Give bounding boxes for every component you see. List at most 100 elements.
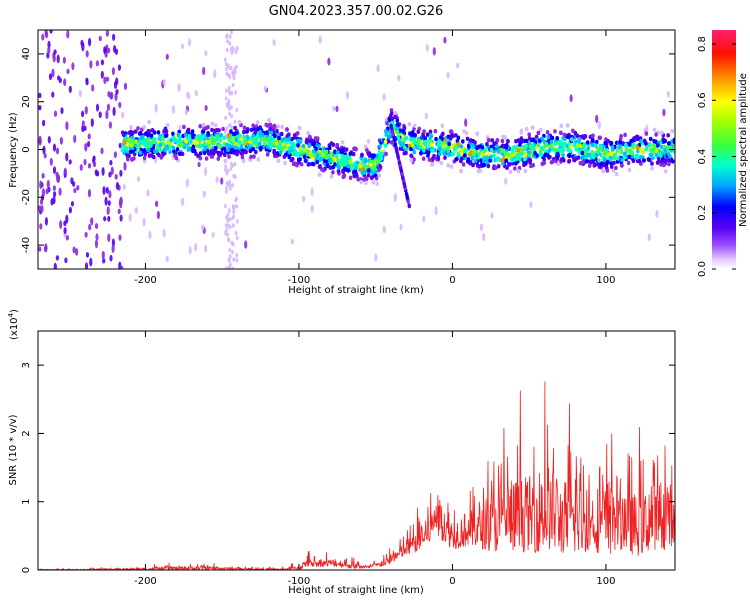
snr-multiplier-close: ) — [9, 309, 20, 313]
spectrogram-cell — [230, 161, 233, 166]
spectrogram-cell — [395, 129, 400, 135]
spectrogram-cell — [191, 134, 195, 140]
spectrogram-cell — [178, 151, 182, 156]
spectrogram-cell — [52, 54, 56, 63]
spectrogram-cell — [396, 134, 400, 139]
spectrogram-cell — [572, 157, 577, 163]
spectrogram-cell — [331, 170, 335, 175]
spectrogram-cell — [265, 130, 269, 135]
spectrogram-cell — [321, 168, 326, 173]
spectrogram-cell — [536, 130, 541, 136]
spectrogram-cell — [239, 145, 243, 150]
spectrogram-cell — [529, 163, 533, 169]
spectrogram-cell — [400, 171, 404, 176]
spectrogram-cell — [553, 148, 558, 153]
spectrogram-cell — [122, 144, 126, 150]
spectrogram-cell — [627, 154, 632, 160]
spectrogram-cell — [430, 148, 435, 153]
spectrogram-cell — [500, 143, 505, 149]
spectrogram-cell — [303, 147, 307, 153]
spectrogram-cell — [269, 144, 273, 149]
snr-ticks: -200 -100 0 100 0 1 2 3 — [21, 331, 675, 587]
spectrogram-cell — [297, 125, 302, 131]
spectrogram-cell — [53, 49, 57, 55]
snr-ylabel: SNR (10 * v/v) — [8, 414, 19, 485]
spectrogram-cell — [637, 158, 642, 164]
spectrogram-cell — [122, 184, 126, 190]
spectrogram-cell — [231, 204, 235, 209]
spectrogram-cell — [577, 136, 582, 142]
spectrogram-cell — [109, 254, 113, 262]
spectrogram-cell — [351, 164, 356, 169]
spectrogram-cell — [323, 158, 327, 164]
spectrogram-cell — [183, 132, 188, 137]
spectrogram-cell — [285, 127, 289, 132]
spectrogram-cell — [65, 152, 69, 162]
spectrogram-cell — [416, 140, 421, 145]
spectrogram-cell — [181, 197, 185, 206]
spectrogram-cell — [518, 142, 522, 147]
spectrogram-cell — [659, 153, 663, 158]
spectrogram-cell — [441, 144, 446, 149]
spectrogram-cell — [203, 142, 207, 147]
spectrogram-cell — [530, 125, 535, 130]
spectrogram-cell — [456, 151, 461, 157]
spectrogram-cell — [375, 153, 380, 158]
spectrogram-cell — [403, 183, 407, 189]
spectrogram-cell — [482, 232, 486, 242]
colorbar-ticks: 0.0 0.2 0.4 0.6 0.8 — [697, 36, 736, 277]
spectrogram-cell — [519, 136, 524, 141]
spectrogram-cell — [75, 248, 79, 256]
spectrogram-cell — [559, 140, 563, 145]
spectrogram-cell — [203, 147, 207, 152]
spectrogram-cell — [396, 155, 400, 160]
spectrogram-cell — [459, 151, 464, 156]
colorbar-tick-label: 0.6 — [697, 92, 708, 108]
spectrogram-cell — [85, 50, 89, 58]
spectrogram-cell — [644, 131, 649, 136]
spectrogram-cell — [404, 150, 408, 156]
spectrogram-cell — [231, 215, 235, 220]
spectrogram-cell — [322, 146, 326, 151]
svg-text:(x104): (x104) — [7, 309, 20, 340]
spectrogram-cell — [329, 174, 334, 179]
spectrogram-cell — [153, 149, 157, 154]
spectrogram-cell — [331, 142, 336, 147]
spectrogram-cell — [159, 155, 164, 160]
spectrogram-cell — [118, 142, 122, 149]
spectrogram-cell — [142, 217, 146, 227]
spectrogram-cell — [424, 140, 429, 145]
spectrogram-cell — [161, 141, 166, 146]
spectrogram-cell — [609, 164, 614, 169]
spectrogram-cell — [395, 118, 400, 123]
spectrogram-cell — [418, 144, 422, 150]
spectrogram-cell — [164, 133, 169, 138]
spectrogram-cell — [101, 167, 105, 176]
spectrogram-cell — [102, 258, 106, 264]
spectrogram-cell — [392, 137, 396, 143]
spectrogram-cell — [267, 117, 271, 123]
spectrogram-cell — [84, 262, 89, 269]
spectrogram-cell — [384, 132, 389, 137]
spectrogram-cell — [227, 154, 231, 159]
spectrogram-cell — [129, 149, 133, 154]
spectrogram-cell — [233, 119, 237, 124]
spectrogram-cell — [187, 38, 192, 47]
spectrogram-cell — [206, 132, 210, 138]
spectrogram-cell — [408, 131, 412, 136]
spectrogram-cell — [605, 168, 610, 173]
spectrogram-cell — [447, 152, 451, 157]
spectrogram-cell — [38, 246, 42, 252]
spectrogram-cell — [136, 176, 141, 182]
spectrogram-cell — [382, 225, 386, 234]
spectrogram-cell — [331, 165, 335, 170]
spectrogram-cell — [129, 125, 133, 130]
spectrogram-cell — [235, 204, 238, 209]
spectrogram-cell — [384, 129, 388, 134]
spectrogram-cell — [314, 137, 319, 142]
spectrogram-cell — [111, 67, 115, 76]
spectrogram-cell — [539, 127, 543, 133]
spectrogram-cell — [446, 71, 450, 79]
spectrogram-cell — [529, 201, 533, 208]
spectrogram-cell — [84, 142, 88, 152]
